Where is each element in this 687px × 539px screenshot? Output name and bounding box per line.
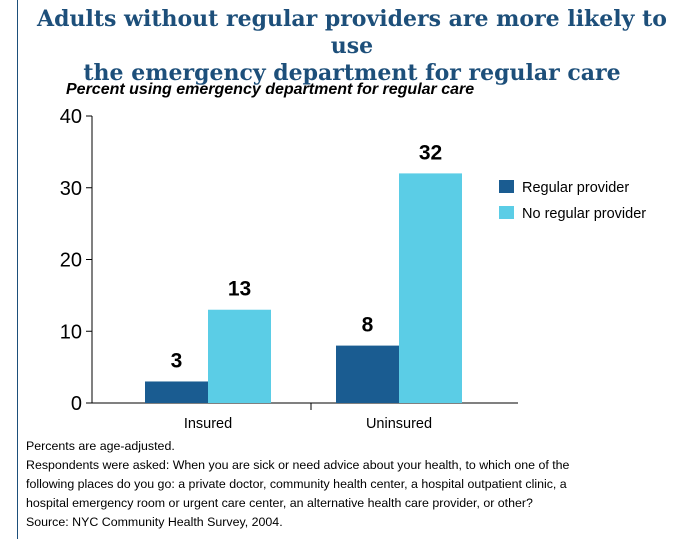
x-tick-label-1: Uninsured [366,416,432,432]
legend-swatch-1 [499,206,514,219]
y-tick-label-2: 20 [60,250,82,272]
bar-uninsured-series-0 [336,345,399,403]
y-tick-label-3: 30 [60,178,82,200]
x-tick-label-0: Insured [184,416,232,432]
legend-label-1: No regular provider [522,206,646,222]
data-label-uninsured-series-0: 8 [362,314,374,337]
data-label-insured-series-0: 3 [171,349,183,372]
data-label-uninsured-series-1: 32 [419,141,442,164]
footnotes: Percents are age-adjusted. Respondents w… [26,437,676,532]
footnote-question-line-1: Respondents were asked: When you are sic… [26,458,570,472]
bar-insured-series-0 [145,381,208,403]
data-label-insured-series-1: 13 [228,278,251,301]
footnote-source: Source: NYC Community Health Survey, 200… [26,515,283,529]
bar-uninsured-series-1 [399,173,462,403]
bar-insured-series-1 [208,309,271,403]
legend-label-0: Regular provider [522,180,629,196]
chart-title-line-2: the emergency department for regular car… [83,60,621,86]
chart-frame [17,0,687,539]
chart-subtitle: Percent using emergency department for r… [66,81,475,98]
chart-title: Adults without regular providers are mor… [17,6,687,87]
footnote-question-line-2: following places do you go: a private do… [26,477,567,491]
footnote-question-line-3: hospital emergency room or urgent care c… [26,496,533,510]
footnote-age-adjusted: Percents are age-adjusted. [26,439,175,453]
chart-title-line-1: Adults without regular providers are mor… [37,6,667,59]
y-tick-label-0: 0 [71,393,82,415]
y-tick-label-4: 40 [60,106,82,128]
y-tick-label-1: 10 [60,321,82,343]
legend-swatch-0 [499,180,514,193]
